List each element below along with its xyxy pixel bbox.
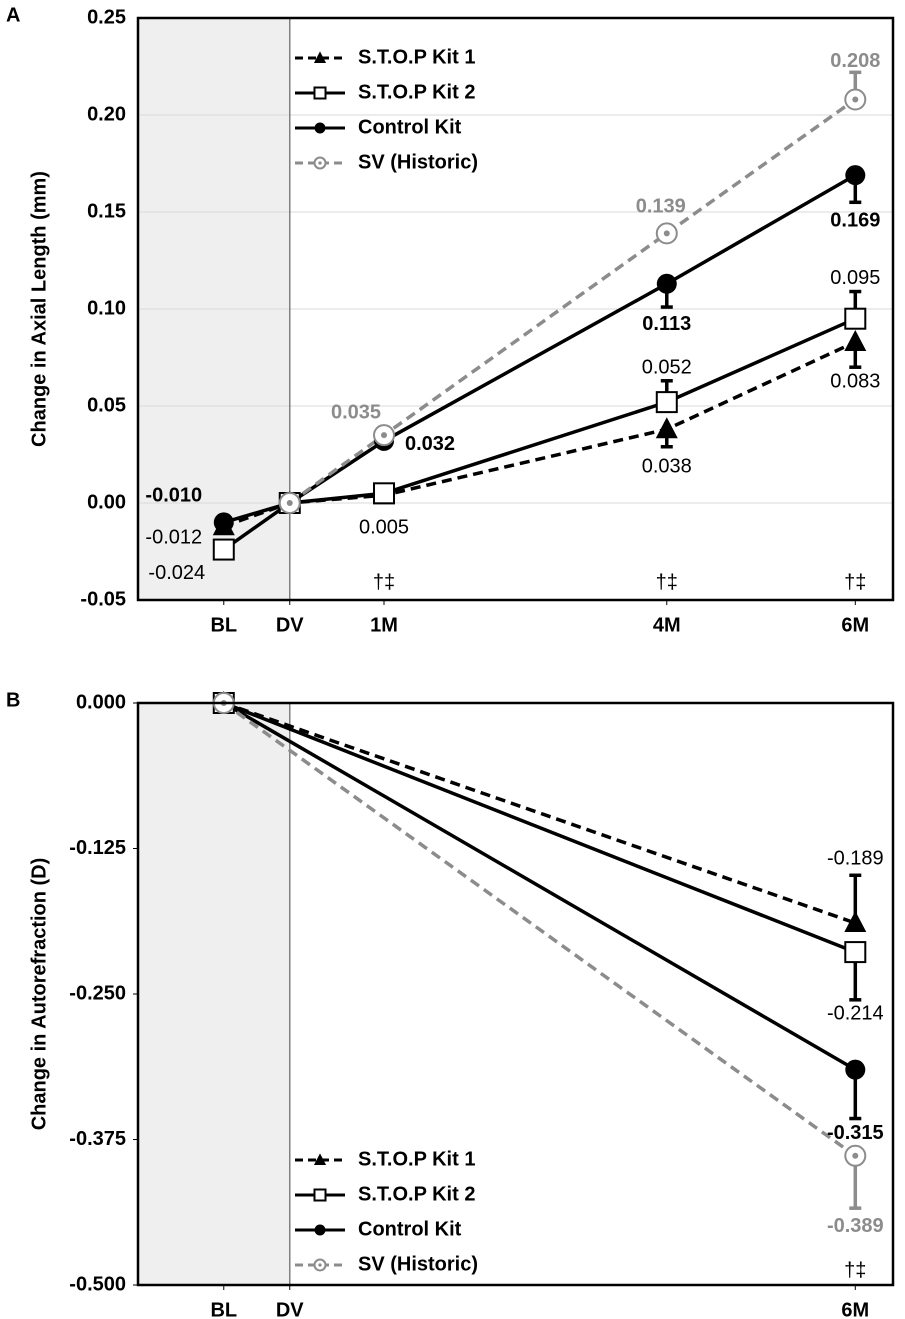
series-line [223,701,856,954]
series-line [223,701,856,925]
y-tick-label: 0.00 [87,491,126,513]
data-label: 0.169 [830,209,880,231]
marker [313,51,327,63]
legend-label: S.T.O.P Kit 1 [358,1148,475,1170]
x-tick-label: 6M [841,1299,869,1319]
marker [844,307,867,330]
data-label: 0.005 [359,517,409,539]
plot-frame [136,16,895,602]
legend-label: Control Kit [358,116,462,138]
data-label: 0.139 [636,196,686,218]
marker [845,165,866,186]
x-tick-label: DV [276,614,304,636]
data-label: -0.024 [148,562,205,584]
marker [845,1059,866,1080]
marker [213,512,234,533]
marker [314,1224,326,1236]
annotation: †‡ [656,571,678,593]
x-tick-label: BL [210,1299,237,1319]
y-tick-label: 0.05 [87,394,126,416]
y-tick-label: -0.500 [69,1273,126,1295]
legend-label: Control Kit [358,1218,462,1240]
marker [655,391,678,414]
marker [313,86,327,100]
legend-label: S.T.O.P Kit 1 [358,46,475,68]
panel-label: A [6,4,20,26]
marker [313,1188,327,1202]
plot-frame [136,701,895,1287]
y-tick-label: -0.375 [69,1128,126,1150]
marker-dot [318,1263,322,1267]
x-tick-label: DV [276,1299,304,1319]
marker [212,538,235,561]
annotation: †‡ [844,1259,866,1281]
data-label: 0.032 [405,433,455,455]
series-line [288,98,857,505]
x-tick-label: BL [210,614,237,636]
marker [314,122,326,134]
marker [844,329,867,351]
x-tick-label: 4M [653,614,681,636]
annotation: †‡ [373,571,395,593]
y-axis-title: Change in Autorefraction (D) [28,858,50,1131]
data-label: 0.083 [830,370,880,392]
data-label: -0.010 [145,485,202,507]
y-tick-label: 0.25 [87,6,126,28]
y-tick-label: 0.15 [87,200,126,222]
legend-label: SV (Historic) [358,151,478,173]
series-line [223,173,857,525]
data-label: 0.095 [830,267,880,289]
y-tick-label: 0.10 [87,297,126,319]
y-axis-title: Change in Axial Length (mm) [28,171,50,447]
series-line [222,701,857,1158]
legend-label: S.T.O.P Kit 2 [358,81,475,103]
data-label: -0.214 [827,1002,884,1024]
marker [655,417,678,439]
data-label: 0.208 [830,50,880,72]
legend-label: S.T.O.P Kit 2 [358,1183,475,1205]
legend-label: SV (Historic) [358,1253,478,1275]
marker-dot [286,500,293,506]
marker-dot [852,96,859,103]
marker [313,1153,327,1165]
y-tick-label: -0.250 [69,982,126,1004]
marker-dot [663,230,670,237]
data-label: -0.189 [827,847,884,869]
marker [844,910,867,932]
marker [844,941,867,964]
shaded-region [138,703,290,1285]
series-line [222,701,857,1072]
marker [656,273,677,294]
x-tick-label: 1M [370,614,398,636]
y-tick-label: -0.05 [80,588,126,610]
annotation: †‡ [844,571,866,593]
data-label: 0.035 [331,401,381,423]
panel-label: B [6,689,20,711]
marker-dot [852,1152,859,1159]
y-tick-label: 0.000 [76,691,126,713]
data-label: 0.038 [642,456,692,478]
data-label: -0.315 [827,1122,884,1144]
marker [373,482,396,505]
data-label: 0.052 [642,356,692,378]
marker-dot [381,432,388,439]
y-tick-label: 0.20 [87,103,126,125]
data-label: -0.012 [145,527,202,549]
marker-dot [318,161,322,165]
data-label: -0.389 [827,1215,884,1237]
y-tick-label: -0.125 [69,837,126,859]
data-label: 0.113 [642,313,691,335]
x-tick-label: 6M [841,614,869,636]
